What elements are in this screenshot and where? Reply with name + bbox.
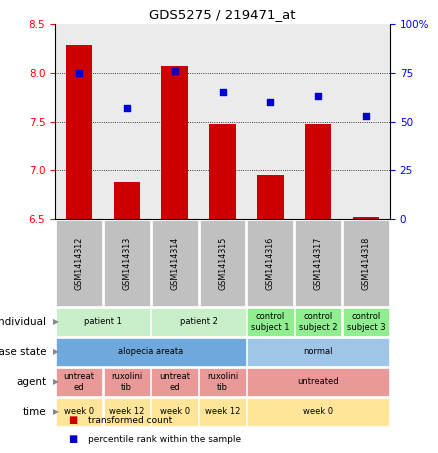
Text: untreat
ed: untreat ed bbox=[64, 372, 95, 392]
Text: control
subject 2: control subject 2 bbox=[299, 312, 337, 332]
Bar bbox=[113, 182, 140, 219]
Text: GSM1414316: GSM1414316 bbox=[266, 236, 275, 289]
Bar bbox=[343, 220, 389, 306]
Bar bbox=[257, 175, 283, 219]
Bar bbox=[353, 217, 379, 219]
Text: ruxolini
tib: ruxolini tib bbox=[111, 372, 142, 392]
Text: ▶: ▶ bbox=[53, 347, 59, 357]
Bar bbox=[56, 398, 102, 426]
Text: GSM1414317: GSM1414317 bbox=[314, 236, 323, 289]
Text: GSM1414313: GSM1414313 bbox=[122, 236, 131, 289]
Bar bbox=[247, 398, 389, 426]
Bar bbox=[295, 220, 341, 306]
Text: week 0: week 0 bbox=[64, 408, 94, 416]
Bar bbox=[247, 368, 389, 396]
Text: patient 2: patient 2 bbox=[180, 318, 218, 327]
Text: untreated: untreated bbox=[297, 377, 339, 386]
Bar bbox=[247, 220, 293, 306]
Bar bbox=[152, 220, 198, 306]
Text: GSM1414312: GSM1414312 bbox=[74, 236, 83, 289]
Bar bbox=[152, 398, 198, 426]
Text: transformed count: transformed count bbox=[88, 416, 172, 425]
Bar bbox=[56, 338, 246, 366]
Bar bbox=[199, 368, 246, 396]
Title: GDS5275 / 219471_at: GDS5275 / 219471_at bbox=[149, 9, 296, 21]
Bar bbox=[103, 368, 150, 396]
Bar bbox=[56, 220, 102, 306]
Bar bbox=[104, 220, 150, 306]
Bar bbox=[305, 125, 332, 219]
Bar bbox=[152, 308, 246, 336]
Text: untreat
ed: untreat ed bbox=[159, 372, 190, 392]
Text: ■: ■ bbox=[68, 434, 78, 444]
Text: control
subject 3: control subject 3 bbox=[347, 312, 385, 332]
Text: ▶: ▶ bbox=[53, 377, 59, 386]
Bar bbox=[295, 308, 342, 336]
Text: control
subject 1: control subject 1 bbox=[251, 312, 290, 332]
Bar bbox=[343, 308, 389, 336]
Point bbox=[75, 69, 82, 77]
Text: individual: individual bbox=[0, 317, 46, 327]
Text: week 0: week 0 bbox=[159, 408, 190, 416]
Text: alopecia areata: alopecia areata bbox=[118, 347, 184, 357]
Bar bbox=[56, 308, 150, 336]
Text: ▶: ▶ bbox=[53, 408, 59, 416]
Bar bbox=[66, 45, 92, 219]
Text: normal: normal bbox=[304, 347, 333, 357]
Point bbox=[219, 89, 226, 96]
Point bbox=[267, 98, 274, 106]
Text: week 12: week 12 bbox=[205, 408, 240, 416]
Bar bbox=[209, 125, 236, 219]
Text: GSM1414315: GSM1414315 bbox=[218, 236, 227, 289]
Text: ■: ■ bbox=[68, 415, 78, 425]
Text: disease state: disease state bbox=[0, 347, 46, 357]
Bar bbox=[152, 368, 198, 396]
Text: percentile rank within the sample: percentile rank within the sample bbox=[88, 435, 241, 443]
Point bbox=[363, 112, 370, 119]
Point bbox=[171, 67, 178, 74]
Text: ruxolini
tib: ruxolini tib bbox=[207, 372, 238, 392]
Point bbox=[315, 92, 322, 100]
Bar bbox=[162, 66, 188, 219]
Text: time: time bbox=[23, 407, 46, 417]
Point bbox=[123, 104, 130, 111]
Bar bbox=[103, 398, 150, 426]
Text: GSM1414318: GSM1414318 bbox=[362, 236, 371, 289]
Text: agent: agent bbox=[16, 377, 46, 387]
Text: patient 1: patient 1 bbox=[84, 318, 122, 327]
Bar bbox=[199, 398, 246, 426]
Text: week 0: week 0 bbox=[303, 408, 333, 416]
Bar bbox=[247, 308, 293, 336]
Bar bbox=[56, 368, 102, 396]
Text: week 12: week 12 bbox=[109, 408, 145, 416]
Text: ▶: ▶ bbox=[53, 318, 59, 327]
Bar bbox=[247, 338, 389, 366]
Text: GSM1414314: GSM1414314 bbox=[170, 236, 179, 289]
Bar bbox=[200, 220, 245, 306]
